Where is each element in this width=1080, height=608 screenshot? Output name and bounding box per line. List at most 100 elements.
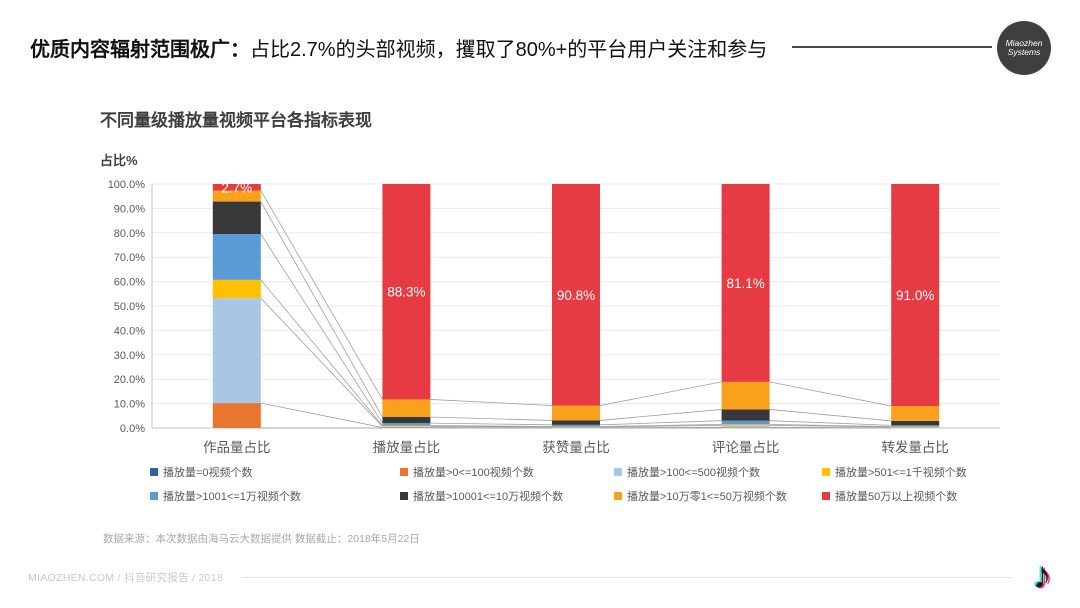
y-tick-label: 70.0% <box>114 252 145 264</box>
legend-label: 播放量=0视频个数 <box>163 467 253 479</box>
bar-data-label: 81.1% <box>726 276 764 291</box>
footer-divider-line <box>242 577 1012 578</box>
legend-label: 播放量>1001<=1万视频个数 <box>163 491 301 503</box>
footer-text: MIAOZHEN.COM / 抖音研究报告 / 2018 <box>28 572 224 584</box>
legend-label: 播放量>100<=500视频个数 <box>627 467 760 479</box>
bar-segment <box>721 184 770 382</box>
page-title: 优质内容辐射范围极广：占比2.7%的头部视频，攫取了80%+的平台用户关注和参与 <box>30 33 767 62</box>
legend-label: 播放量>10万零1<=50万视频个数 <box>627 491 787 503</box>
legend-swatch-icon <box>614 468 622 476</box>
series-connector-line <box>260 233 383 424</box>
miaozhen-logo-line2: Systems <box>1007 47 1041 57</box>
legend-swatch-icon <box>150 492 158 500</box>
series-connector-line <box>260 190 383 400</box>
bar-segment <box>891 184 940 407</box>
bar-segment <box>382 399 431 418</box>
legend-item: 播放量>10001<=10万视频个数 <box>400 488 614 504</box>
legend-swatch-icon <box>614 492 622 500</box>
legend-label: 播放量>0<=100视频个数 <box>413 467 534 479</box>
bar-segment <box>382 184 431 400</box>
bar-segment <box>212 234 261 280</box>
series-connector-line <box>769 424 892 428</box>
legend-label: 播放量>10001<=10万视频个数 <box>413 491 564 503</box>
y-tick-label: 20.0% <box>114 374 145 386</box>
bar-segment <box>382 426 431 428</box>
series-connector-line <box>599 381 722 406</box>
legend-item: 播放量=0视频个数 <box>150 464 400 480</box>
bar-data-label: 88.3% <box>387 285 425 300</box>
page-title-emphasis: 优质内容辐射范围极广： <box>30 39 250 61</box>
y-tick-label: 40.0% <box>114 325 145 337</box>
bar-segment <box>721 427 770 428</box>
x-category-label: 转发量占比 <box>881 440 949 455</box>
chart-title: 不同量级播放量视频平台各指标表现 <box>100 111 372 130</box>
series-connector-line <box>430 422 553 426</box>
bar-segment <box>382 423 431 426</box>
series-connector-line <box>260 402 383 428</box>
douyin-note-cyan-layer: ♪ <box>1030 554 1050 596</box>
series-connector-line <box>769 409 892 422</box>
x-category-label: 播放量占比 <box>373 440 441 455</box>
douyin-note-black-layer: ♪ <box>1032 555 1052 597</box>
series-connector-line <box>260 201 383 418</box>
chart-legend: 播放量=0视频个数 播放量>0<=100视频个数 播放量>100<=500视频个数播… <box>150 464 967 504</box>
y-axis-label: 占比% <box>100 153 138 168</box>
douyin-note-icon: ♪ ♪ ♪ <box>1020 552 1064 600</box>
legend-item: 播放量>100<=500视频个数 <box>614 464 822 480</box>
header-divider-line <box>792 46 992 48</box>
y-tick-label: 30.0% <box>114 350 145 362</box>
series-connector-line <box>260 279 383 426</box>
legend-item: 播放量>501<=1千视频个数 <box>822 464 967 480</box>
bar-segment <box>721 381 770 410</box>
bar-segment <box>721 424 770 426</box>
y-tick-label: 0.0% <box>120 423 145 435</box>
bar-segment <box>891 427 940 428</box>
series-connector-line <box>769 381 892 407</box>
series-connector-line <box>430 425 553 427</box>
series-connector-line <box>430 399 553 406</box>
miaozhen-logo: Miaozhen Systems <box>997 21 1051 75</box>
bar-segment <box>891 425 940 427</box>
series-connector-line <box>599 420 722 426</box>
bar-segment <box>382 425 431 427</box>
bar-segment <box>552 184 600 406</box>
y-tick-label: 10.0% <box>114 399 145 411</box>
series-connector-line <box>599 409 722 421</box>
series-connector-line <box>430 416 553 421</box>
legend-swatch-icon <box>400 492 408 500</box>
legend-label: 播放量50万以上视频个数 <box>835 491 958 503</box>
bar-segment <box>552 424 600 427</box>
bar-segment <box>721 425 770 428</box>
legend-item: 播放量>0<=100视频个数 <box>400 464 614 480</box>
y-tick-label: 60.0% <box>114 277 145 289</box>
legend-label: 播放量>501<=1千视频个数 <box>835 467 967 479</box>
x-category-label: 评论量占比 <box>712 440 780 455</box>
bar-segment <box>212 201 261 235</box>
legend-swatch-icon <box>822 492 830 500</box>
series-connector-line <box>769 420 892 426</box>
y-tick-label: 80.0% <box>114 228 145 240</box>
bar-data-label: 2.7% <box>221 180 252 195</box>
legend-swatch-icon <box>150 468 158 476</box>
series-connector-line <box>599 424 722 428</box>
legend-item: 播放量>10万零1<=50万视频个数 <box>614 488 822 504</box>
series-connector-line <box>430 425 553 428</box>
page-title-rest: 占比2.7%的头部视频，攫取了80%+的平台用户关注和参与 <box>250 39 768 61</box>
series-connector-line <box>599 423 722 427</box>
bar-segment <box>891 406 940 421</box>
bar-segment <box>552 427 600 428</box>
y-tick-label: 90.0% <box>114 203 145 215</box>
x-category-label: 作品量占比 <box>203 440 271 455</box>
bar-segment <box>212 403 261 428</box>
legend-swatch-icon <box>822 468 830 476</box>
bar-segment <box>212 184 261 191</box>
bar-segment <box>721 420 770 425</box>
series-connector-line <box>260 297 383 427</box>
data-source-footnote: 数据来源：本次数据由海马云大数据提供 数据截止：2018年5月22日 <box>103 533 420 545</box>
bar-segment <box>212 190 261 202</box>
stacked-bar-chart: 100.0% 90.0% 80.0% 70.0% 60.0% 50.0% 40.0% 30.0… <box>108 179 1000 455</box>
bar-data-label: 91.0% <box>896 288 934 303</box>
bar-data-label: 90.8% <box>557 288 595 303</box>
miaozhen-logo-line1: Miaozhen <box>1005 38 1043 48</box>
